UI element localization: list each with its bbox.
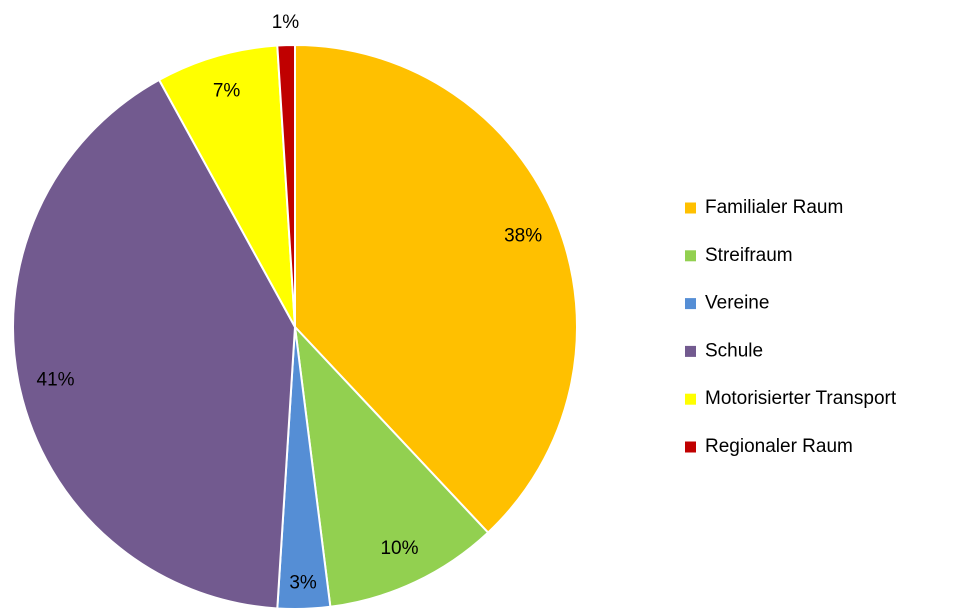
legend-label: Familialer Raum (705, 197, 843, 218)
legend-swatch (685, 345, 696, 357)
data-label: 41% (37, 370, 75, 391)
pie-slice (12, 78, 297, 610)
data-label: 7% (213, 80, 241, 101)
data-label: 3% (289, 573, 317, 594)
legend-label: Streifraum (705, 245, 793, 266)
legend-swatch (685, 202, 696, 214)
legend-swatch (685, 393, 696, 405)
pie-slice (294, 43, 578, 534)
legend-label: Vereine (705, 293, 769, 314)
legend-swatch (685, 250, 696, 262)
legend-label: Regionaler Raum (705, 436, 853, 457)
legend-label: Motorisierter Transport (705, 388, 897, 409)
pie-slice (276, 43, 296, 328)
data-label: 38% (504, 226, 542, 247)
legend-swatch (685, 298, 696, 310)
data-label: 1% (272, 12, 300, 33)
pie-slice (157, 44, 296, 328)
legend-swatch (685, 441, 696, 453)
data-label: 10% (380, 538, 418, 559)
pie-slice (293, 324, 490, 608)
legend-label: Schule (705, 340, 763, 361)
